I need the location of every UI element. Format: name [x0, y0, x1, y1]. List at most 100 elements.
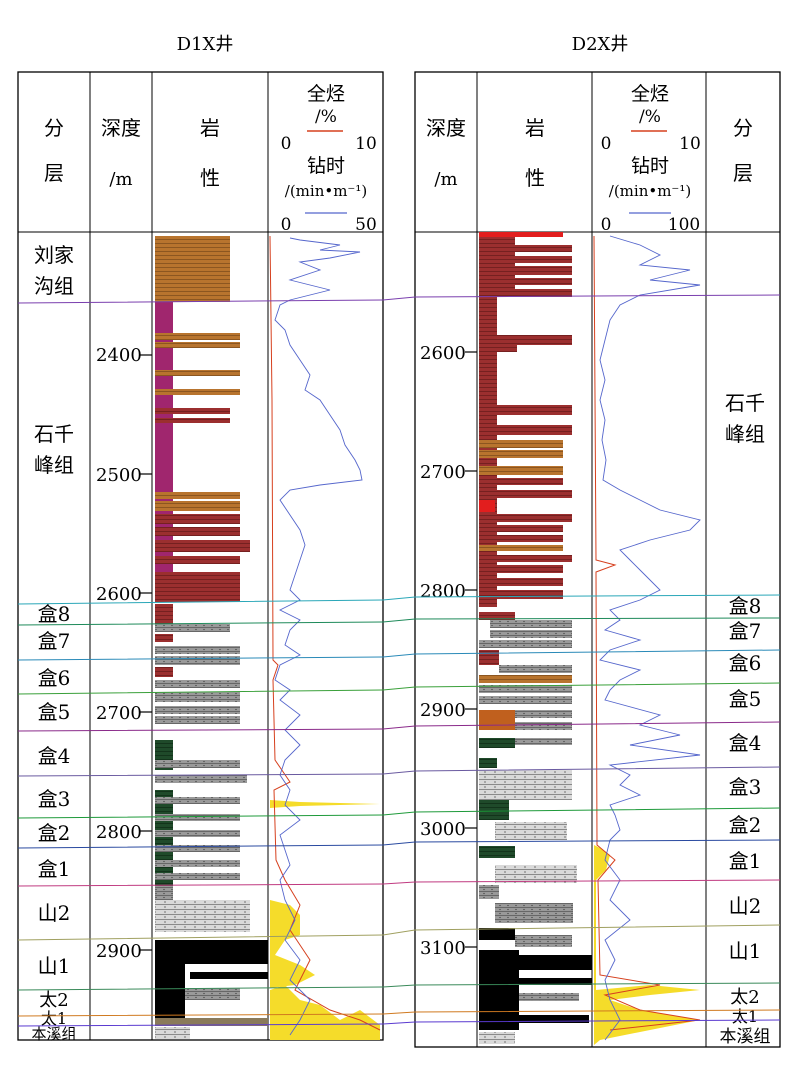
- litho-bed: [155, 830, 240, 837]
- header-gas-max: 10: [679, 134, 701, 154]
- litho-bed: [479, 696, 572, 704]
- header-rop-max: 50: [355, 215, 377, 235]
- depth-tick-label: 3000: [420, 819, 466, 840]
- litho-bed: [155, 540, 250, 552]
- litho-bed: [479, 440, 563, 448]
- header-rop-title: 钻时: [307, 155, 345, 177]
- litho-bed: [479, 758, 497, 768]
- litho-bed: [479, 425, 572, 435]
- litho-bed: [479, 685, 572, 693]
- well-frame: [17, 71, 384, 1041]
- litho-bed: [155, 604, 173, 624]
- layer-label: 盒6: [729, 651, 762, 675]
- depth-tick-label: 2900: [420, 700, 466, 721]
- correlation-line: [17, 982, 781, 991]
- header-rop-unit: /(min•m⁻¹): [285, 182, 367, 200]
- litho-bed: [155, 1018, 268, 1026]
- litho-bed: [479, 345, 517, 352]
- litho-bed: [515, 245, 572, 252]
- coal-bed: [519, 978, 592, 985]
- depth-tick-label: 2800: [96, 822, 142, 843]
- litho-bed: [515, 935, 572, 947]
- litho-bed: [479, 525, 563, 532]
- coal-bed: [155, 940, 185, 1018]
- depth-tick-label: 2800: [420, 581, 466, 602]
- header-layer-2: 层: [733, 161, 753, 185]
- header-depth-1: 深度: [426, 116, 466, 140]
- litho-bed: [155, 814, 240, 821]
- layer-label: 盒7: [729, 619, 762, 643]
- correlation-line: [17, 1009, 781, 1017]
- correlation-line: [17, 1019, 781, 1027]
- well-title: D1X井: [177, 34, 234, 55]
- header-layer-1: 分: [44, 116, 64, 140]
- litho-bed: [155, 370, 240, 376]
- gas-fill: [270, 900, 315, 988]
- gas-fill: [270, 985, 380, 1040]
- litho-bed: [495, 822, 567, 840]
- correlation-line: [17, 617, 781, 626]
- layer-label: 刘家: [34, 243, 74, 267]
- litho-bed: [479, 237, 515, 297]
- lithology-column: [155, 236, 268, 1039]
- litho-bed: [495, 903, 573, 923]
- litho-bed: [155, 845, 240, 852]
- layer-labels: 刘家 沟组 石千 峰组 盒8 盒7 盒6 盒5 盒4 盒3 盒2 盒1 山2 山…: [31, 243, 76, 1043]
- depth-tick-label: 2600: [420, 343, 466, 364]
- header-depth-1: 深度: [101, 116, 141, 140]
- litho-bed: [155, 514, 240, 524]
- header-rop-title: 钻时: [631, 155, 669, 177]
- depth-tick-label: 2500: [96, 465, 142, 486]
- litho-bed: [155, 667, 173, 677]
- gas-fill: [594, 845, 700, 1045]
- litho-bed: [155, 634, 173, 642]
- header-rop-unit: /(min•m⁻¹): [609, 182, 691, 200]
- curve-track: [269, 235, 381, 1040]
- layer-label: 石千: [725, 391, 765, 415]
- depth-tick-label: 2600: [96, 584, 142, 605]
- layer-label: 太2: [39, 990, 68, 1011]
- litho-bed: [515, 738, 572, 745]
- header-gas-min: 0: [281, 134, 292, 154]
- layer-label: 盒4: [38, 744, 71, 768]
- litho-bed: [155, 572, 240, 602]
- correlation-line: [17, 721, 781, 732]
- header-depth-2: /m: [434, 169, 457, 190]
- depth-tick-label: 2400: [96, 345, 142, 366]
- litho-bed: [479, 335, 572, 345]
- correlation-lines: [17, 294, 781, 1027]
- litho-bed: [155, 624, 230, 632]
- correlation-line: [17, 807, 781, 819]
- litho-bed: [155, 501, 240, 511]
- litho-bed: [155, 656, 240, 665]
- litho-bed: [490, 620, 572, 628]
- litho-bed: [155, 886, 173, 900]
- rop-curve: [599, 235, 701, 1041]
- litho-bed: [479, 514, 572, 522]
- gas-fill: [270, 800, 380, 808]
- litho-bed: [155, 389, 240, 395]
- litho-bed: [479, 490, 572, 498]
- litho-bed: [479, 885, 499, 899]
- well-d1x: D1X井 分 层 深度 /m 岩 性 全烃 /% 0 10 钻时 /(min•m…: [17, 34, 384, 1043]
- layer-label: 盒7: [38, 629, 71, 653]
- litho-bed: [515, 278, 572, 285]
- rop-curve: [274, 237, 363, 1036]
- well-frame: [414, 71, 781, 1048]
- litho-bed: [155, 646, 240, 654]
- layer-label: 盒3: [729, 775, 762, 799]
- header-litho-1: 岩: [525, 116, 545, 140]
- header-gas-title: 全烃: [631, 83, 669, 105]
- layer-label: 太1: [41, 1009, 67, 1028]
- litho-bed: [479, 232, 563, 237]
- layer-label: 盒8: [729, 594, 762, 618]
- header-gas-unit: /%: [315, 107, 337, 127]
- litho-bed: [479, 1032, 515, 1044]
- layer-label: 盒2: [38, 821, 71, 845]
- litho-bed: [155, 900, 250, 932]
- correlation-line: [17, 879, 781, 887]
- layer-label: 本溪组: [31, 1025, 76, 1043]
- litho-bed: [479, 640, 572, 648]
- coal-bed: [185, 940, 268, 964]
- header-depth-2: /m: [109, 169, 132, 190]
